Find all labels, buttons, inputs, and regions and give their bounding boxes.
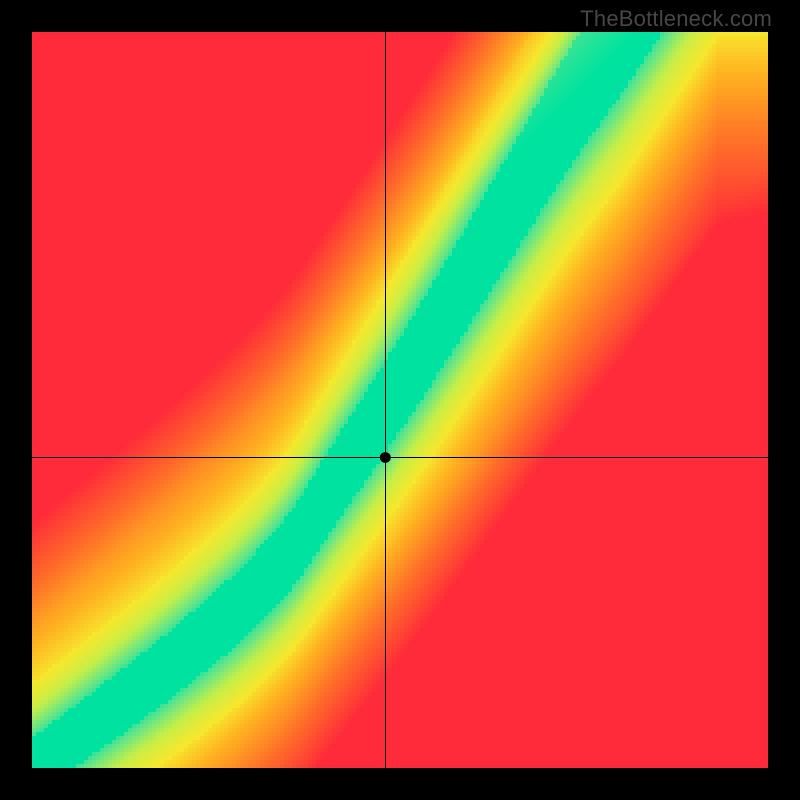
heatmap-canvas [0, 0, 800, 800]
chart-container: TheBottleneck.com [0, 0, 800, 800]
